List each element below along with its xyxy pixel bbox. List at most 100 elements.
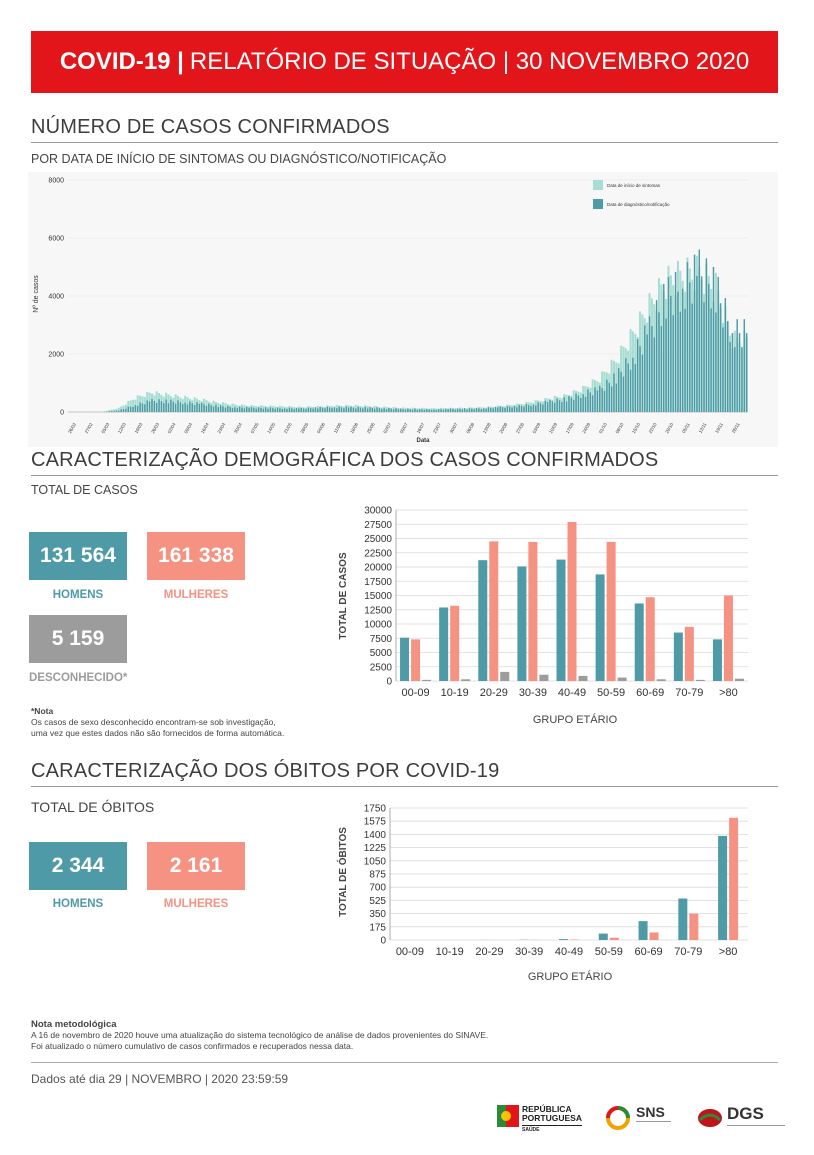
chart1-bar-diagnosis — [255, 408, 257, 412]
chart1-bar-diagnosis — [482, 408, 485, 412]
chart1-bar-diagnosis — [509, 406, 511, 412]
chart1-bar-diagnosis — [167, 403, 170, 412]
chart1-bar-diagnosis — [542, 404, 544, 412]
y-tick-label: 30000 — [364, 506, 392, 517]
chart1-bar-diagnosis — [622, 376, 625, 412]
chart1-bar-symptoms — [136, 395, 139, 412]
y-tick-label: 27500 — [364, 520, 392, 531]
chart1-bar-diagnosis — [603, 390, 606, 412]
bar-salmon — [723, 595, 733, 681]
chart1-bar-diagnosis — [189, 401, 191, 412]
chart1-bar-diagnosis — [246, 406, 248, 412]
y-tick-label: 525 — [369, 896, 386, 907]
bar-grey — [578, 675, 588, 681]
men-cases-value: 131 564 — [29, 532, 127, 580]
chart1-bar-diagnosis — [170, 399, 172, 412]
chart1-bar-diagnosis — [385, 409, 388, 412]
bar-salmon — [528, 541, 538, 681]
chart1-bar-diagnosis — [203, 404, 205, 412]
chart1-bar-diagnosis — [738, 333, 741, 412]
chart1-bar-diagnosis — [388, 407, 390, 412]
chart1-bar-diagnosis — [729, 342, 731, 412]
chart1-bar-diagnosis — [608, 382, 610, 412]
chart1-bar-diagnosis — [606, 379, 608, 412]
chart1-legend: Data de início de sintomas Data de diagn… — [593, 180, 670, 209]
chart1-bar-diagnosis — [743, 319, 746, 412]
chart1-x-tick-label: 15/10 — [631, 422, 641, 435]
chart1-bar-diagnosis — [155, 402, 158, 412]
chart1-bar-diagnosis — [343, 408, 345, 412]
chart1-bar-diagnosis — [563, 397, 565, 412]
chart1-bar-diagnosis — [196, 402, 198, 412]
chart1-bar-diagnosis — [276, 407, 279, 412]
chart1-bar-diagnosis — [267, 408, 269, 412]
chart1-bar-diagnosis — [715, 312, 717, 412]
y-tick-label: 20000 — [364, 563, 392, 574]
chart1-bar-diagnosis — [177, 400, 179, 412]
bar-grey — [422, 679, 432, 681]
bar-grey — [734, 678, 744, 681]
chart1-bar-diagnosis — [708, 283, 710, 412]
chart1-bar-diagnosis — [497, 407, 499, 412]
women-cases-label: MULHERES — [163, 589, 229, 601]
chart1-bar-diagnosis — [402, 409, 404, 412]
chart1-bar-diagnosis — [658, 312, 660, 412]
chart1-bar-diagnosis — [672, 315, 674, 412]
chart1-bar-diagnosis — [264, 407, 267, 412]
cases-section-title: NÚMERO DE CASOS CONFIRMADOS — [31, 116, 390, 138]
chart1-bar-diagnosis — [663, 283, 665, 412]
bar-teal — [634, 603, 644, 681]
chart1-bar-diagnosis — [639, 346, 641, 412]
chart1-bar-diagnosis — [591, 395, 594, 412]
chart1-y-tick-label: 4000 — [48, 294, 64, 301]
chart1-bar-diagnosis — [501, 407, 504, 412]
chart1-bar-symptoms — [231, 403, 234, 412]
category-label: 10-19 — [436, 946, 464, 958]
chart1-bar-diagnosis — [539, 403, 542, 412]
cases-by-age-chart: 0 2500 5000 7500 10000 12500 15000 17500 20000 22… — [338, 506, 748, 726]
chart1-bar-diagnosis — [516, 407, 518, 412]
chart3-plot: 0 175 350 525 700 875 1050 1225 1400 1575 1750 00-0… — [364, 804, 748, 958]
chart1-bar-symptoms — [610, 359, 613, 412]
chart1-bar-diagnosis — [627, 363, 629, 412]
chart2-plot: 0 2500 5000 7500 10000 12500 15000 17500 20000 22… — [364, 506, 748, 699]
bar-grey — [539, 674, 549, 681]
chart1-bar-diagnosis — [307, 407, 310, 412]
chart1-bar-diagnosis — [549, 399, 551, 412]
chart1-bar-diagnosis — [629, 369, 632, 412]
chart1-bar-diagnosis — [333, 407, 336, 412]
chart1-bar-diagnosis — [698, 249, 701, 412]
chart1-bar-diagnosis — [309, 408, 312, 412]
category-label: 40-49 — [558, 687, 586, 699]
chart1-bar-diagnosis — [231, 407, 234, 412]
chart1-bar-diagnosis — [236, 408, 238, 412]
y-tick-label: 175 — [369, 922, 386, 933]
chart1-bar-diagnosis — [518, 405, 520, 412]
chart1-x-tick-label: 30/07 — [449, 422, 459, 435]
chart1-bars — [86, 249, 748, 412]
chart1-bar-diagnosis — [319, 406, 321, 412]
y-tick-label: 700 — [369, 883, 386, 894]
bar-salmon — [645, 597, 655, 681]
bar-teal — [638, 921, 648, 940]
chart1-bar-diagnosis — [449, 408, 452, 412]
chart1-bar-diagnosis — [272, 408, 274, 412]
chart1-x-tick-label: 29/10 — [664, 422, 674, 435]
chart1-bar-diagnosis — [544, 400, 546, 412]
chart1-bar-diagnosis — [174, 403, 177, 412]
bar-salmon — [606, 541, 616, 681]
chart1-bar-symptoms — [131, 399, 135, 412]
chart1-bar-diagnosis — [686, 262, 689, 412]
chart1-x-tick-label: 12/03 — [117, 422, 127, 435]
chart1-bar-diagnosis — [317, 408, 319, 412]
chart1-bar-diagnosis — [745, 333, 748, 412]
chart1-bar-diagnosis — [490, 407, 492, 412]
category-label: 30-39 — [519, 687, 547, 699]
category-label: 70-79 — [674, 946, 702, 958]
chart1-bar-diagnosis — [158, 399, 160, 412]
chart1-bar-diagnosis — [392, 409, 395, 412]
y-tick-label: 1050 — [364, 856, 387, 867]
chart1-y-ticks: 0 2000 4000 6000 8000 — [48, 178, 64, 417]
chart1-bar-diagnosis — [129, 406, 132, 412]
report-header-banner: COVID-19 | RELATÓRIO DE SITUAÇÃO | 30 NO… — [31, 31, 778, 93]
